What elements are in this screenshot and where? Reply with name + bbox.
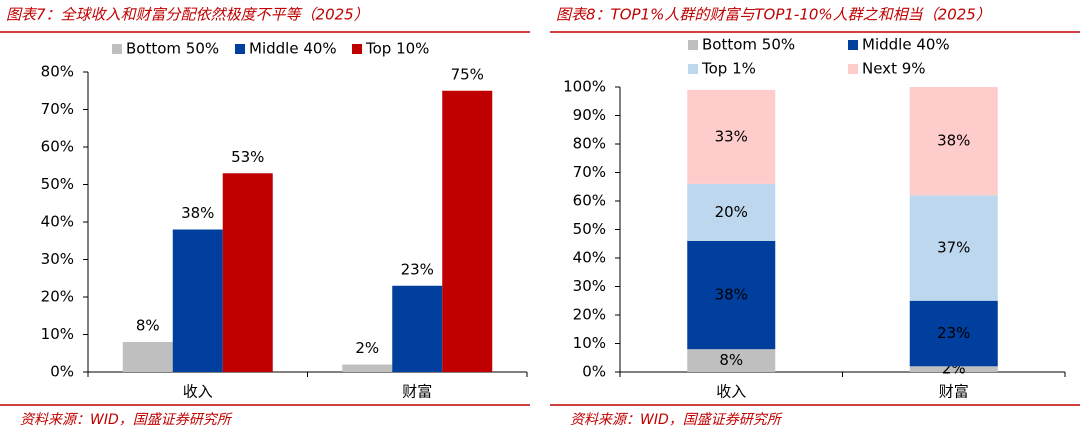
- data-label: 8%: [719, 351, 743, 369]
- y-tick-label: 40%: [41, 213, 74, 231]
- bar-segment: [687, 89, 776, 184]
- data-label: 2%: [355, 339, 379, 357]
- bar: [172, 229, 223, 372]
- bar-segment: [909, 87, 998, 196]
- legend-label: Top 10%: [365, 40, 429, 58]
- y-tick-label: 100%: [563, 78, 606, 96]
- legend-label: Middle 40%: [862, 36, 950, 54]
- x-tick-label: 收入: [183, 383, 213, 401]
- legend-swatch: [848, 64, 858, 74]
- data-label: 8%: [136, 317, 160, 335]
- bar: [392, 285, 443, 372]
- legend-swatch: [235, 44, 245, 54]
- legend-swatch: [688, 64, 698, 74]
- data-label: 38%: [937, 132, 970, 150]
- bar-segment: [687, 349, 776, 372]
- legend-label: Bottom 50%: [126, 40, 219, 58]
- y-tick-label: 20%: [41, 288, 74, 306]
- y-tick-label: 60%: [41, 138, 74, 156]
- legend-label: Middle 40%: [249, 40, 337, 58]
- y-tick-label: 50%: [41, 175, 74, 193]
- chart-title: 图表8：TOP1%人群的财富与TOP1-10%人群之和相当（2025）: [556, 6, 991, 24]
- bar-segment: [909, 366, 998, 372]
- data-label: 38%: [715, 286, 748, 304]
- data-label: 23%: [401, 260, 434, 278]
- y-tick-label: 10%: [573, 334, 606, 352]
- x-tick-label: 财富: [402, 383, 432, 401]
- y-tick-label: 60%: [573, 192, 606, 210]
- y-tick-label: 10%: [41, 325, 74, 343]
- x-tick-label: 财富: [939, 383, 969, 401]
- legend-swatch: [352, 44, 362, 54]
- bar: [222, 173, 273, 372]
- bar-segment: [687, 183, 776, 241]
- source-note: 资料来源：WID，国盛证券研究所: [20, 412, 233, 428]
- y-tick-label: 20%: [573, 306, 606, 324]
- data-label: 37%: [937, 239, 970, 257]
- data-label: 53%: [231, 148, 264, 166]
- data-label: 23%: [937, 324, 970, 342]
- bar: [122, 342, 173, 372]
- y-tick-label: 30%: [41, 250, 74, 268]
- y-tick-label: 50%: [573, 220, 606, 238]
- y-tick-label: 70%: [41, 100, 74, 118]
- chart-title: 图表7：全球收入和财富分配依然极度不平等（2025）: [6, 6, 369, 24]
- y-tick-label: 80%: [573, 135, 606, 153]
- legend-label: Next 9%: [862, 60, 926, 78]
- data-label: 20%: [715, 203, 748, 221]
- legend-label: Top 1%: [701, 60, 756, 78]
- bar-segment: [687, 240, 776, 350]
- y-tick-label: 0%: [50, 363, 74, 381]
- y-tick-label: 80%: [41, 63, 74, 81]
- legend-swatch: [848, 40, 858, 50]
- data-label: 33%: [715, 127, 748, 145]
- y-tick-label: 40%: [573, 249, 606, 267]
- bar: [442, 90, 493, 372]
- y-tick-label: 70%: [573, 163, 606, 181]
- bar-segment: [909, 195, 998, 301]
- data-label: 75%: [451, 65, 484, 83]
- y-tick-label: 90%: [573, 106, 606, 124]
- x-tick-label: 收入: [716, 383, 746, 401]
- legend-swatch: [112, 44, 122, 54]
- legend-swatch: [688, 40, 698, 50]
- bar-segment: [909, 300, 998, 367]
- legend-label: Bottom 50%: [702, 36, 795, 54]
- source-note: 资料来源：WID，国盛证券研究所: [570, 412, 783, 428]
- bar: [342, 364, 393, 372]
- data-label: 38%: [181, 204, 214, 222]
- y-tick-label: 30%: [573, 277, 606, 295]
- y-tick-label: 0%: [582, 363, 606, 381]
